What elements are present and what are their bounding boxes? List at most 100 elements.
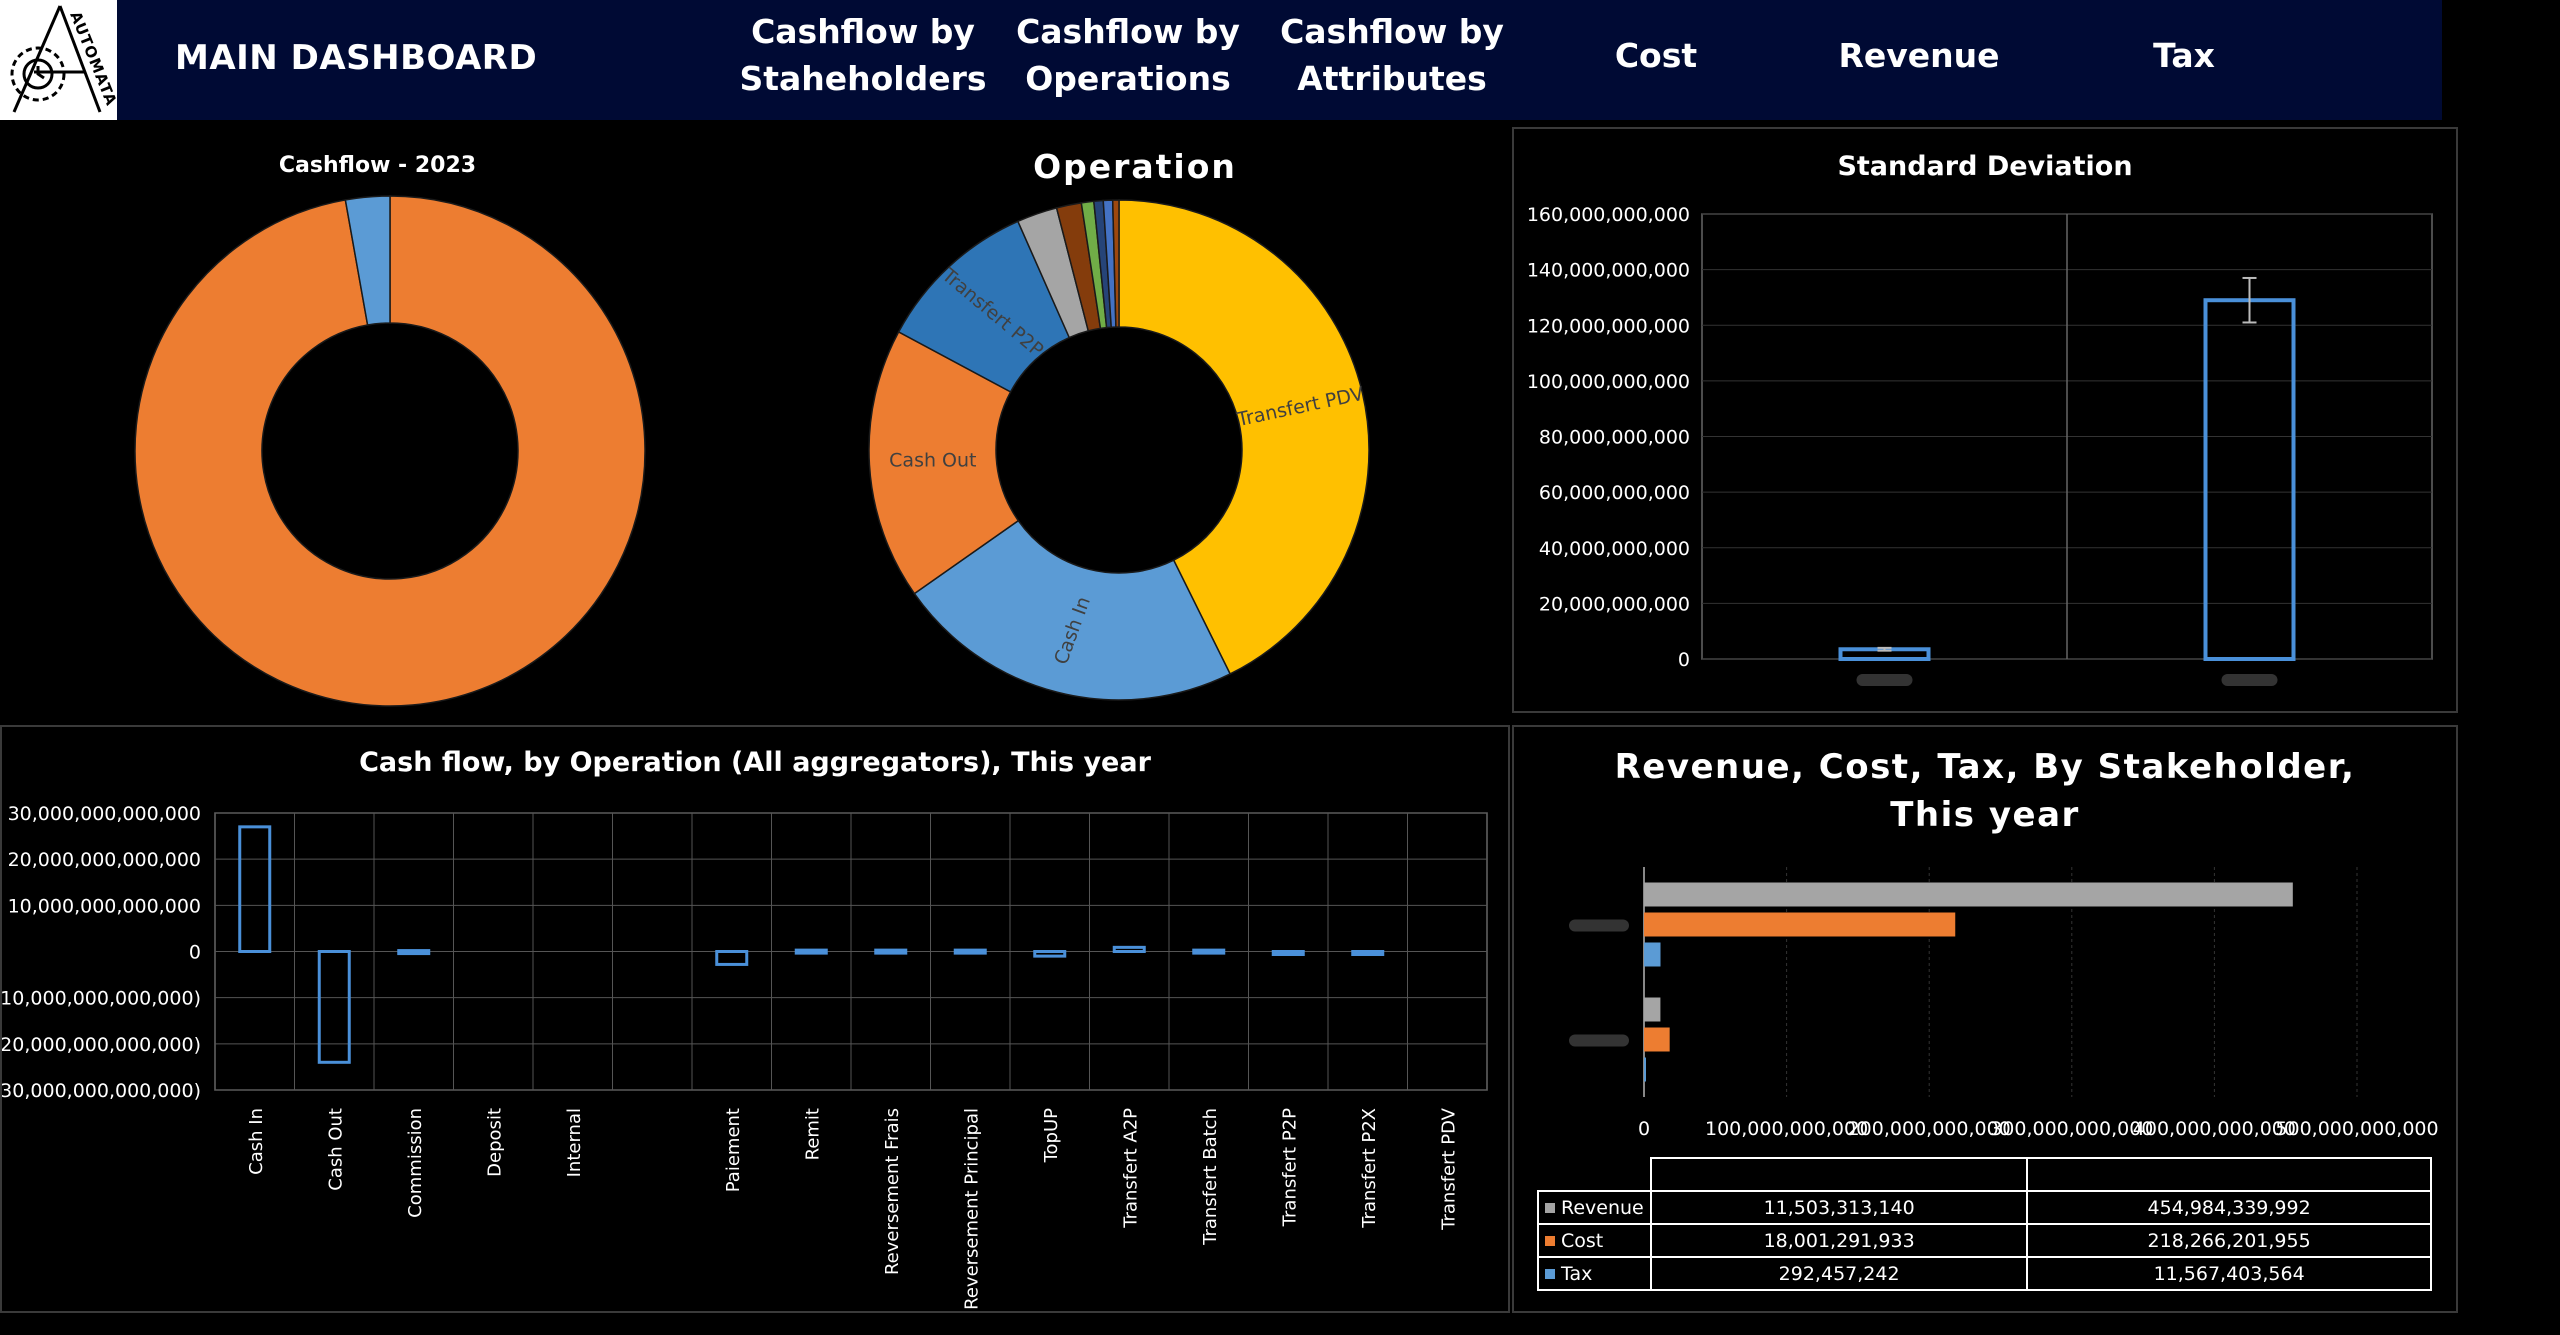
nav-label-line2: Operations [1025, 59, 1231, 98]
x-tick-label: 200,000,000,000 [1848, 1118, 2011, 1140]
table-header-cell [2026, 1157, 2432, 1192]
y-tick-label: 160,000,000,000 [1527, 204, 1690, 226]
x-tick-label [2221, 674, 2278, 686]
x-tick-label: Transfert Batch [1200, 1108, 1221, 1246]
bar [1644, 912, 1956, 937]
bar [1644, 882, 2293, 907]
table-cell: 18,001,291,933 [1649, 1223, 2029, 1258]
revenue-cost-tax-chart: 0 100,000,000,000200,000,000,000300,000,0… [1569, 867, 2439, 1140]
pie-slice [1111, 199, 1120, 328]
series-label-cell: Cost [1537, 1223, 1652, 1258]
chart-title: Standard Deviation [1837, 151, 2133, 182]
pie-slice [868, 330, 1020, 595]
table-header-cell [1649, 1157, 2029, 1192]
y-tick-label [1569, 1034, 1629, 1047]
cashflow-by-operation-chart: (30,000,000,000,000) (20,000,000,000,000)… [2, 803, 1488, 1310]
y-tick-label: 20,000,000,000 [1539, 593, 1690, 615]
bar [1271, 950, 1305, 956]
cashflow-by-operation-panel: Cash flow, by Operation (All aggregators… [0, 725, 1510, 1313]
y-tick-label: 0 [1678, 649, 1690, 671]
x-tick-label: 0 [1638, 1118, 1650, 1140]
x-tick-label: Reversement Frais [882, 1108, 903, 1275]
bar [1644, 1027, 1670, 1052]
x-tick-label [1856, 674, 1913, 686]
table-row: Tax 292,457,242 11,567,403,564 [1537, 1256, 2432, 1291]
standard-deviation-chart: 0 20,000,000,000 40,000,000,000 60,000,000,… [1527, 204, 2433, 686]
slice-label: Cash Out [889, 450, 976, 472]
table-corner-cell [1538, 1158, 1652, 1192]
x-tick-label: Deposit [484, 1108, 505, 1177]
pie-slice [344, 195, 391, 326]
y-tick-label: 20,000,000,000,000 [8, 849, 201, 871]
revenue-cost-tax-data-table: Revenue 11,503,313,140 454,984,339,992 C… [1537, 1157, 2432, 1291]
pie-slice [134, 195, 646, 707]
automata-logo: AUTOMATA [0, 0, 121, 120]
y-tick-label: 0 [189, 942, 201, 964]
y-tick-label: (10,000,000,000,000) [2, 988, 201, 1010]
series-label-cell: Tax [1537, 1256, 1652, 1291]
bar [238, 825, 272, 953]
nav-tax[interactable]: Tax [2054, 32, 2314, 79]
top-navigation-bar: AUTOMATA MAIN DASHBOARD Cashflow by Stah… [0, 0, 2442, 120]
nav-label-line2: Staheholders [739, 59, 987, 98]
x-tick-label: Commission [405, 1108, 426, 1218]
bar [715, 950, 749, 966]
nav-label-line1: Cashflow by [1016, 12, 1240, 51]
nav-label: Cost [1614, 36, 1698, 75]
cashflow-2023-panel: Cashflow - 2023 [0, 125, 755, 723]
x-tick-label: Transfert P2X [1359, 1108, 1380, 1229]
page-title: MAIN DASHBOARD [175, 38, 538, 78]
bar [794, 948, 828, 955]
nav-revenue[interactable]: Revenue [1789, 32, 2049, 79]
series-label-cell: Revenue [1537, 1190, 1652, 1225]
chart-title: Cash flow, by Operation (All aggregators… [359, 747, 1151, 778]
x-tick-label: 500,000,000,000 [2275, 1118, 2438, 1140]
y-tick-label: 140,000,000,000 [1527, 260, 1690, 282]
x-tick-label: Cash Out [325, 1108, 346, 1191]
chart-title: Operation [1033, 147, 1237, 186]
legend-swatch [1545, 1203, 1555, 1213]
y-tick-label: 30,000,000,000,000 [8, 803, 201, 825]
y-tick-label: 80,000,000,000 [1539, 427, 1690, 449]
bar [1192, 948, 1226, 955]
x-tick-label: TopUP [1041, 1108, 1062, 1164]
nav-cashflow-attributes[interactable]: Cashflow by Attributes [1262, 8, 1522, 102]
nav-label: Revenue [1838, 36, 2000, 75]
bar [1033, 950, 1067, 958]
y-tick-label: (20,000,000,000,000) [2, 1034, 201, 1056]
nav-label-line1: Cashflow by [751, 12, 975, 51]
table-header-row [1538, 1157, 2432, 1192]
y-tick-label: 100,000,000,000 [1527, 371, 1690, 393]
y-tick-label [1569, 919, 1629, 932]
bar [1112, 945, 1146, 954]
bar [1644, 1057, 1646, 1082]
chart-title: Cashflow - 2023 [278, 153, 477, 178]
chart-title: Revenue, Cost, Tax, By Stakeholder, This… [1614, 747, 2356, 835]
table-row: Revenue 11,503,313,140 454,984,339,992 [1537, 1190, 2432, 1225]
operation-panel: Operation Transfert PDV Cash In Cash Out Tr… [760, 125, 1510, 723]
nav-label-line2: Attributes [1297, 59, 1487, 98]
series-name: Tax [1561, 1262, 1593, 1285]
x-tick-label: Cash In [246, 1108, 267, 1175]
revenue-cost-tax-panel: Revenue, Cost, Tax, By Stakeholder, This… [1512, 725, 2458, 1313]
bar [397, 949, 431, 956]
table-cell: 454,984,339,992 [2026, 1190, 2432, 1225]
x-tick-label: Paiement [723, 1108, 744, 1192]
x-tick-label: 300,000,000,000 [1990, 1118, 2153, 1140]
x-tick-label: Internal [564, 1108, 585, 1177]
y-tick-label: 120,000,000,000 [1527, 315, 1690, 337]
bar [1351, 950, 1385, 956]
x-tick-label: Transfert PDV [1438, 1107, 1459, 1231]
nav-cashflow-operations[interactable]: Cashflow by Operations [998, 8, 1258, 102]
series-name: Revenue [1561, 1196, 1644, 1219]
x-tick-label: 400,000,000,000 [2133, 1118, 2296, 1140]
standard-deviation-panel: Standard Deviation 0 20,000,000,000 40,000… [1512, 127, 2458, 713]
nav-cashflow-stakeholders[interactable]: Cashflow by Staheholders [733, 8, 993, 102]
legend-swatch [1545, 1269, 1555, 1279]
nav-label: Tax [2153, 36, 2215, 75]
cashflow-2023-donut [134, 195, 646, 707]
x-tick-label: Transfert P2P [1279, 1108, 1300, 1227]
x-tick-label: Transfert A2P [1120, 1108, 1141, 1229]
nav-cost[interactable]: Cost [1526, 32, 1786, 79]
